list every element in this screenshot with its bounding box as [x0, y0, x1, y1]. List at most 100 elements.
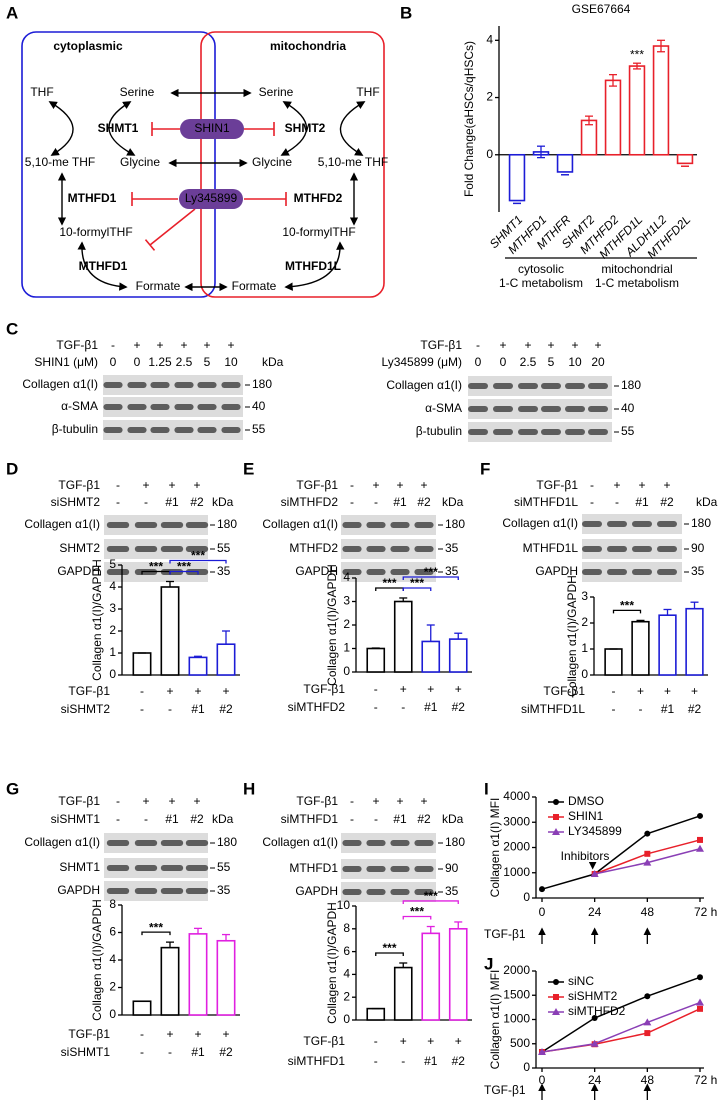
significance-label: ***: [424, 565, 438, 579]
blot-band: [221, 427, 241, 433]
arrow: [48, 101, 74, 156]
y-tick-label: 0: [109, 1007, 116, 1021]
blot-band: [197, 404, 217, 410]
arrow: [77, 241, 128, 291]
treatment-value: -: [374, 812, 378, 826]
treatment-value: -: [374, 495, 378, 509]
y-tick-label: 8: [109, 897, 116, 911]
y-tick-label: 4: [343, 570, 350, 584]
blot-band: [103, 404, 123, 410]
legend-label: siSHMT2: [568, 989, 618, 1003]
x-tick-label: 0: [539, 1073, 546, 1087]
blot-band: [366, 866, 386, 872]
x-row-value: #2: [219, 1045, 233, 1059]
arrow: [284, 241, 345, 291]
y-axis-label: Collagen α1(I)/GAPDH: [325, 564, 339, 686]
unit-label: kDa: [262, 355, 284, 369]
bar: [393, 966, 413, 1021]
y-tick-label: 4: [109, 579, 116, 593]
blot-band: [366, 522, 386, 528]
annotation: Inhibitors: [561, 849, 610, 863]
treatment-value: 5: [204, 355, 211, 369]
treatment-value: -: [144, 495, 148, 509]
x-row-label: TGF-β1: [303, 1034, 345, 1048]
unit-label: kDa: [442, 495, 464, 509]
x-row-value: +: [222, 684, 229, 698]
panel-label: G: [6, 779, 19, 798]
band-label: MTHFD1: [289, 861, 338, 875]
treatment-label: TGF-β1: [296, 794, 338, 808]
point: [591, 1015, 598, 1022]
treatment-label: siMTHFD2: [281, 495, 339, 509]
treatment-value: 10: [224, 355, 238, 369]
bar: [160, 946, 180, 1016]
significance-label: ***: [410, 905, 424, 919]
y-tick-label: 4000: [503, 789, 530, 803]
kda-label: 35: [217, 883, 231, 897]
blot-band: [493, 383, 513, 389]
x-row-value: +: [455, 1034, 462, 1048]
treatment-value: +: [663, 478, 670, 492]
bar: [448, 927, 468, 1021]
inhibition: [244, 192, 287, 206]
pathway-node: 5,10-me THF: [318, 155, 388, 169]
blot-band: [493, 406, 513, 412]
treatment-label: TGF-β1: [56, 338, 98, 352]
treatment-value: +: [372, 794, 379, 808]
blot-strip: [103, 375, 243, 395]
bar: [556, 153, 574, 173]
x-row-value: #2: [219, 702, 233, 716]
bar: [366, 647, 386, 673]
blot-band: [607, 521, 627, 527]
band-label: Collagen α1(I): [24, 835, 100, 849]
unit-label: kDa: [212, 495, 234, 509]
inhibitor-label: Ly345899: [185, 191, 238, 205]
x-row-value: +: [166, 1027, 173, 1041]
y-tick-label: 0: [343, 664, 350, 678]
treatment-value: 0: [475, 355, 482, 369]
panel-label: F: [480, 459, 490, 478]
legend-label: DMSO: [568, 794, 604, 808]
y-tick-label: 2: [109, 980, 116, 994]
treatment-value: +: [168, 794, 175, 808]
blot-band: [174, 427, 194, 433]
inhibitor-pill: [179, 189, 243, 209]
blot-band: [588, 429, 608, 435]
x-tick-label: 0: [539, 905, 546, 919]
inhibition: [144, 208, 196, 251]
band-label: GAPDH: [57, 883, 100, 897]
blot-band: [632, 569, 652, 575]
kda-label: 180: [691, 516, 711, 530]
bar: [508, 153, 526, 202]
treatment-value: -: [116, 478, 120, 492]
point: [644, 830, 651, 837]
point: [697, 836, 703, 843]
y-tick-label: 3000: [503, 814, 530, 828]
blot-band: [414, 840, 434, 846]
bar: [393, 600, 413, 673]
treatment-value: 0: [110, 355, 117, 369]
blot-band: [221, 382, 241, 388]
panel-label: I: [484, 779, 489, 798]
significance-bracket: [169, 570, 199, 575]
treatment-value: -: [350, 478, 354, 492]
bar: [216, 939, 236, 1016]
pathway-node: 10-formylTHF: [59, 225, 132, 239]
treatment-value: -: [350, 794, 354, 808]
kda-label: 180: [217, 517, 237, 531]
treatment-value: #1: [165, 812, 179, 826]
legend-marker: [553, 994, 559, 1000]
blot-strip: [103, 420, 243, 440]
y-tick-label: 500: [510, 1036, 530, 1050]
x-row-value: -: [612, 684, 616, 698]
treatment-value: #2: [417, 495, 431, 509]
x-row-value: -: [140, 1027, 144, 1041]
treatment-value: #1: [635, 495, 649, 509]
blot-band: [468, 406, 488, 412]
band-label: Collagen α1(I): [262, 835, 338, 849]
blot-band: [342, 840, 362, 846]
blot-band: [582, 521, 602, 527]
treatment-value: -: [350, 495, 354, 509]
blot-band: [366, 569, 386, 575]
bar: [652, 45, 670, 156]
